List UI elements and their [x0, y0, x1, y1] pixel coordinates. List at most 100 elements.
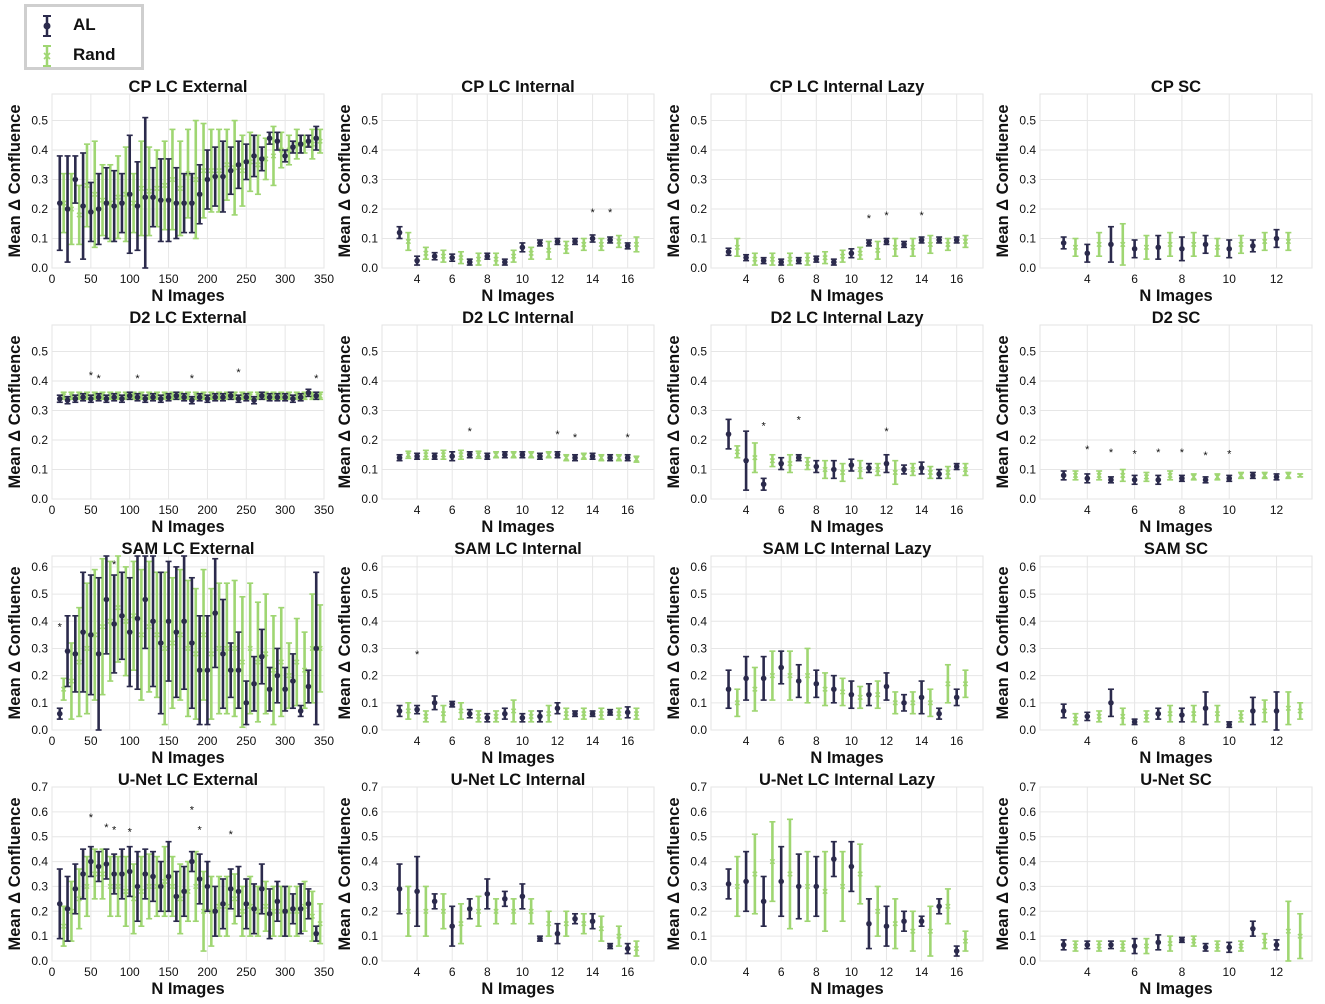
significance-star: * [1132, 448, 1137, 460]
data-point [251, 680, 257, 687]
significance-star: * [112, 559, 117, 571]
chart-title: CP LC External [129, 78, 248, 96]
data-point [848, 250, 855, 257]
data-point [839, 689, 846, 695]
x-tick-label: 10 [1223, 503, 1237, 517]
data-point [224, 645, 230, 652]
data-point [475, 908, 482, 914]
x-tick-label: 16 [621, 272, 635, 286]
data-point [294, 659, 300, 665]
data-point [546, 452, 552, 458]
x-tick-label: 6 [449, 965, 456, 979]
data-point [204, 667, 211, 673]
x-tick-label: 16 [950, 965, 964, 979]
y-tick-label: 0.6 [1019, 560, 1036, 574]
data-point [235, 161, 242, 168]
x-tick-label: 14 [586, 734, 600, 748]
data-point [875, 908, 881, 914]
data-point [1143, 943, 1150, 949]
chart-title: CP LC Internal [461, 78, 574, 96]
data-point [278, 147, 284, 153]
data-point [68, 678, 75, 684]
y-tick-label: 0.0 [1019, 954, 1036, 968]
data-point [1096, 241, 1102, 248]
data-point [581, 921, 587, 927]
data-point [111, 621, 117, 627]
chart-panel-14: 0.0 0.1 0.2 0.3 0.4 0.5 0.6 0.7 4 6 8 10 12 14 16 U-Net… [336, 771, 655, 998]
data-point [158, 883, 164, 890]
significance-star: * [128, 827, 133, 839]
y-tick-label: 0.0 [1019, 492, 1036, 506]
x-tick-label: 12 [551, 272, 565, 286]
x-tick-label: 12 [880, 965, 894, 979]
data-point [56, 710, 63, 717]
data-point [301, 141, 308, 147]
data-point [1238, 943, 1244, 949]
x-tick-label: 10 [845, 965, 859, 979]
chart-panel-1: 0.0 0.1 0.2 0.3 0.4 0.5 0 50 100 150 200 250 300 350 C… [6, 78, 334, 305]
significance-star: * [884, 210, 889, 222]
y-tick-label: 0.1 [361, 929, 378, 943]
data-point [181, 200, 187, 206]
data-point [84, 182, 90, 189]
data-point [804, 672, 811, 679]
data-point [1084, 475, 1091, 482]
significance-star: * [135, 373, 140, 385]
data-point [161, 645, 168, 652]
data-point [193, 651, 199, 657]
x-tick-label: 4 [743, 503, 750, 517]
data-point [760, 675, 767, 682]
data-point [247, 645, 253, 652]
y-tick-label: 0.5 [31, 114, 48, 128]
data-point [56, 395, 63, 402]
significance-star: * [590, 207, 595, 219]
chart-panel-2: 0.0 0.1 0.2 0.3 0.4 0.5 4 6 8 10 12 14 16 CP LC Inter… [336, 78, 655, 305]
y-tick-label: 0.4 [690, 143, 707, 157]
data-point [866, 691, 872, 698]
y-tick-label: 0.3 [31, 404, 48, 418]
data-point [1191, 938, 1197, 944]
data-point [301, 667, 308, 673]
data-point [64, 397, 71, 404]
chart-title: D2 LC Internal [462, 309, 574, 327]
y-tick-label: 0.0 [361, 492, 378, 506]
data-point [414, 888, 420, 895]
y-tick-label: 0.4 [690, 374, 707, 388]
data-point [95, 206, 102, 212]
significance-star: * [867, 213, 872, 225]
y-tick-label: 0.2 [690, 904, 707, 918]
x-axis-label: N Images [1139, 287, 1212, 305]
data-point [255, 659, 261, 665]
data-point [795, 678, 802, 684]
data-point [831, 856, 837, 862]
data-point [396, 454, 403, 461]
data-point [173, 200, 180, 206]
data-point [130, 613, 137, 619]
data-point [875, 247, 881, 254]
data-point [883, 923, 890, 929]
data-point [80, 203, 86, 209]
data-point [266, 910, 273, 917]
data-point [177, 632, 183, 638]
data-point [962, 938, 969, 944]
data-point [752, 686, 758, 692]
y-tick-label: 0.0 [361, 261, 378, 275]
x-tick-label: 10 [516, 965, 530, 979]
data-point [1262, 938, 1268, 944]
data-point [193, 176, 199, 183]
plot-area [710, 786, 984, 962]
data-point [743, 675, 749, 682]
data-point [1214, 943, 1221, 949]
data-point [294, 141, 300, 147]
data-point [624, 945, 631, 952]
data-point [813, 883, 820, 890]
y-tick-label: 0.4 [1019, 143, 1036, 157]
data-point [60, 393, 67, 399]
x-tick-label: 12 [551, 503, 565, 517]
data-point [158, 197, 164, 203]
significance-star: * [762, 420, 767, 432]
y-tick-label: 0.2 [31, 904, 48, 918]
significance-star: * [1085, 444, 1090, 456]
significance-star: * [58, 622, 63, 634]
